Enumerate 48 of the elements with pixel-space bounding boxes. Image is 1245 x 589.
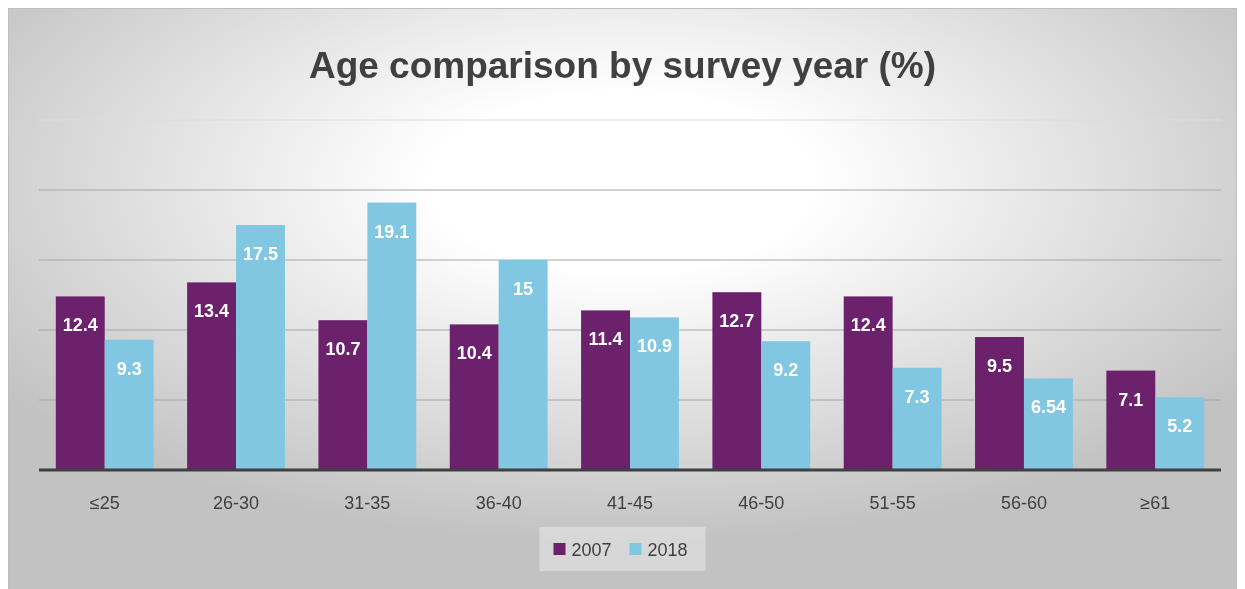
data-label: 12.7 xyxy=(719,311,755,332)
x-tick-label: 31-35 xyxy=(344,493,391,513)
legend-label: 2018 xyxy=(647,540,688,560)
legend-label: 2007 xyxy=(571,540,612,560)
data-label: 7.1 xyxy=(1118,389,1144,410)
bar xyxy=(892,367,942,470)
data-label: 12.4 xyxy=(62,315,98,336)
bar xyxy=(236,225,285,470)
bar xyxy=(104,339,154,470)
data-label: 13.4 xyxy=(194,301,230,322)
bar xyxy=(187,282,237,470)
data-label: 10.9 xyxy=(636,336,672,357)
x-tick-label: ≥61 xyxy=(1140,493,1171,513)
data-label: 5.2 xyxy=(1167,416,1193,437)
x-tick-label: ≤25 xyxy=(89,493,120,513)
data-label: 19.1 xyxy=(374,221,410,242)
data-label: 10.7 xyxy=(325,339,361,360)
bar xyxy=(630,317,679,470)
data-label: 11.4 xyxy=(588,329,623,350)
x-tick-label: 26-30 xyxy=(213,493,260,513)
bar xyxy=(1106,370,1156,470)
data-label: 9.5 xyxy=(986,356,1013,376)
data-label: 9.3 xyxy=(116,358,142,379)
bar xyxy=(449,324,499,470)
chart-title: Age comparison by survey year (%) xyxy=(308,45,937,86)
data-label: 15 xyxy=(513,279,534,299)
bar xyxy=(55,296,105,470)
data-label: 9.2 xyxy=(773,360,799,381)
bar xyxy=(1155,397,1205,470)
data-label: 6.54 xyxy=(1030,397,1066,418)
bar xyxy=(498,260,548,470)
data-label: 17.5 xyxy=(242,244,279,264)
bar xyxy=(581,310,630,470)
x-tick-label: 41-45 xyxy=(606,493,654,513)
data-label: 7.3 xyxy=(904,386,930,407)
x-tick-label: 56-60 xyxy=(1000,493,1047,513)
bar xyxy=(367,202,417,470)
bar xyxy=(1023,378,1073,470)
x-tick-label: 51-55 xyxy=(869,493,916,513)
bar xyxy=(843,296,893,470)
bar xyxy=(318,320,368,470)
bar xyxy=(975,337,1024,470)
bar xyxy=(712,292,762,470)
data-label: 10.4 xyxy=(456,343,492,364)
x-tick-label: 46-50 xyxy=(738,493,785,513)
x-tick-label: 36-40 xyxy=(475,493,522,513)
bar xyxy=(761,341,811,470)
data-label: 12.4 xyxy=(850,315,886,336)
